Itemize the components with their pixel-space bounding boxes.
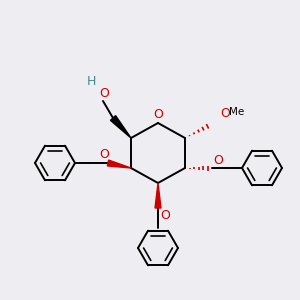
- Text: O: O: [153, 108, 163, 121]
- Text: O: O: [99, 148, 109, 161]
- Polygon shape: [107, 160, 131, 168]
- Polygon shape: [110, 116, 131, 138]
- Text: Me: Me: [229, 107, 244, 117]
- Text: O: O: [213, 154, 223, 167]
- Text: H: H: [86, 75, 96, 88]
- Text: O: O: [220, 107, 230, 120]
- Polygon shape: [155, 183, 161, 208]
- Text: O: O: [160, 209, 170, 222]
- Text: O: O: [99, 87, 109, 100]
